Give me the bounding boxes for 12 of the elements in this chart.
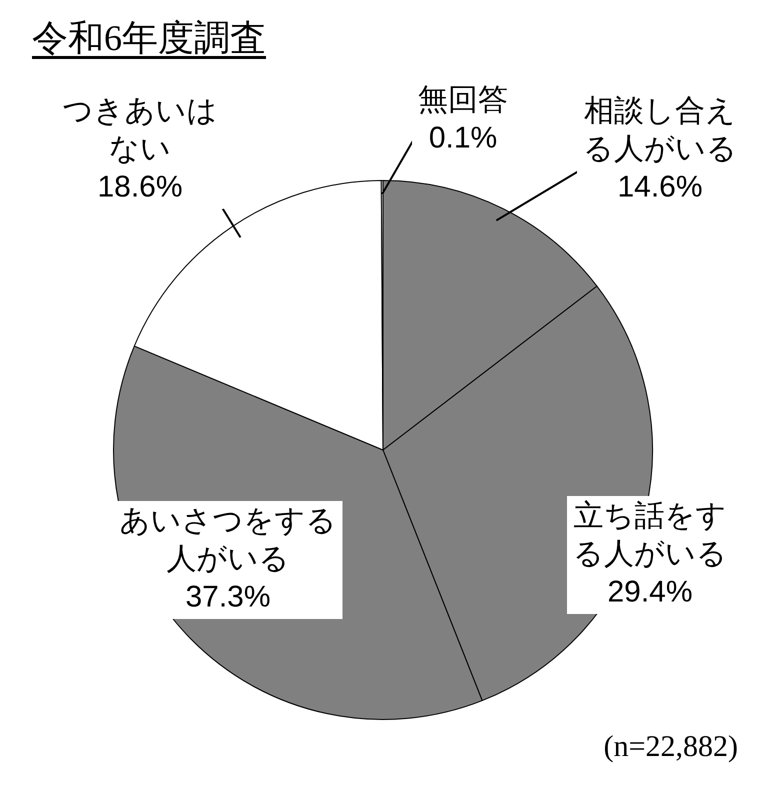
slice-label: つきあいはない bbox=[62, 94, 218, 166]
slice-label: 相談し合える人がいる bbox=[583, 94, 737, 166]
slice-label: あいさつをする人がいる bbox=[120, 504, 336, 576]
data-label: 0.1% bbox=[428, 121, 498, 154]
data-label: 29.4% bbox=[607, 575, 693, 608]
data-label: 14.6% bbox=[617, 170, 703, 204]
slice-label: 立ち話をする人がいる bbox=[573, 499, 727, 570]
chart-title: 令和6年度調査 bbox=[32, 17, 266, 60]
data-label: 18.6% bbox=[97, 170, 183, 204]
text: (n=22,882) bbox=[604, 730, 738, 764]
slice-label: 無回答 bbox=[418, 83, 508, 116]
data-label: 37.3% bbox=[185, 580, 271, 614]
